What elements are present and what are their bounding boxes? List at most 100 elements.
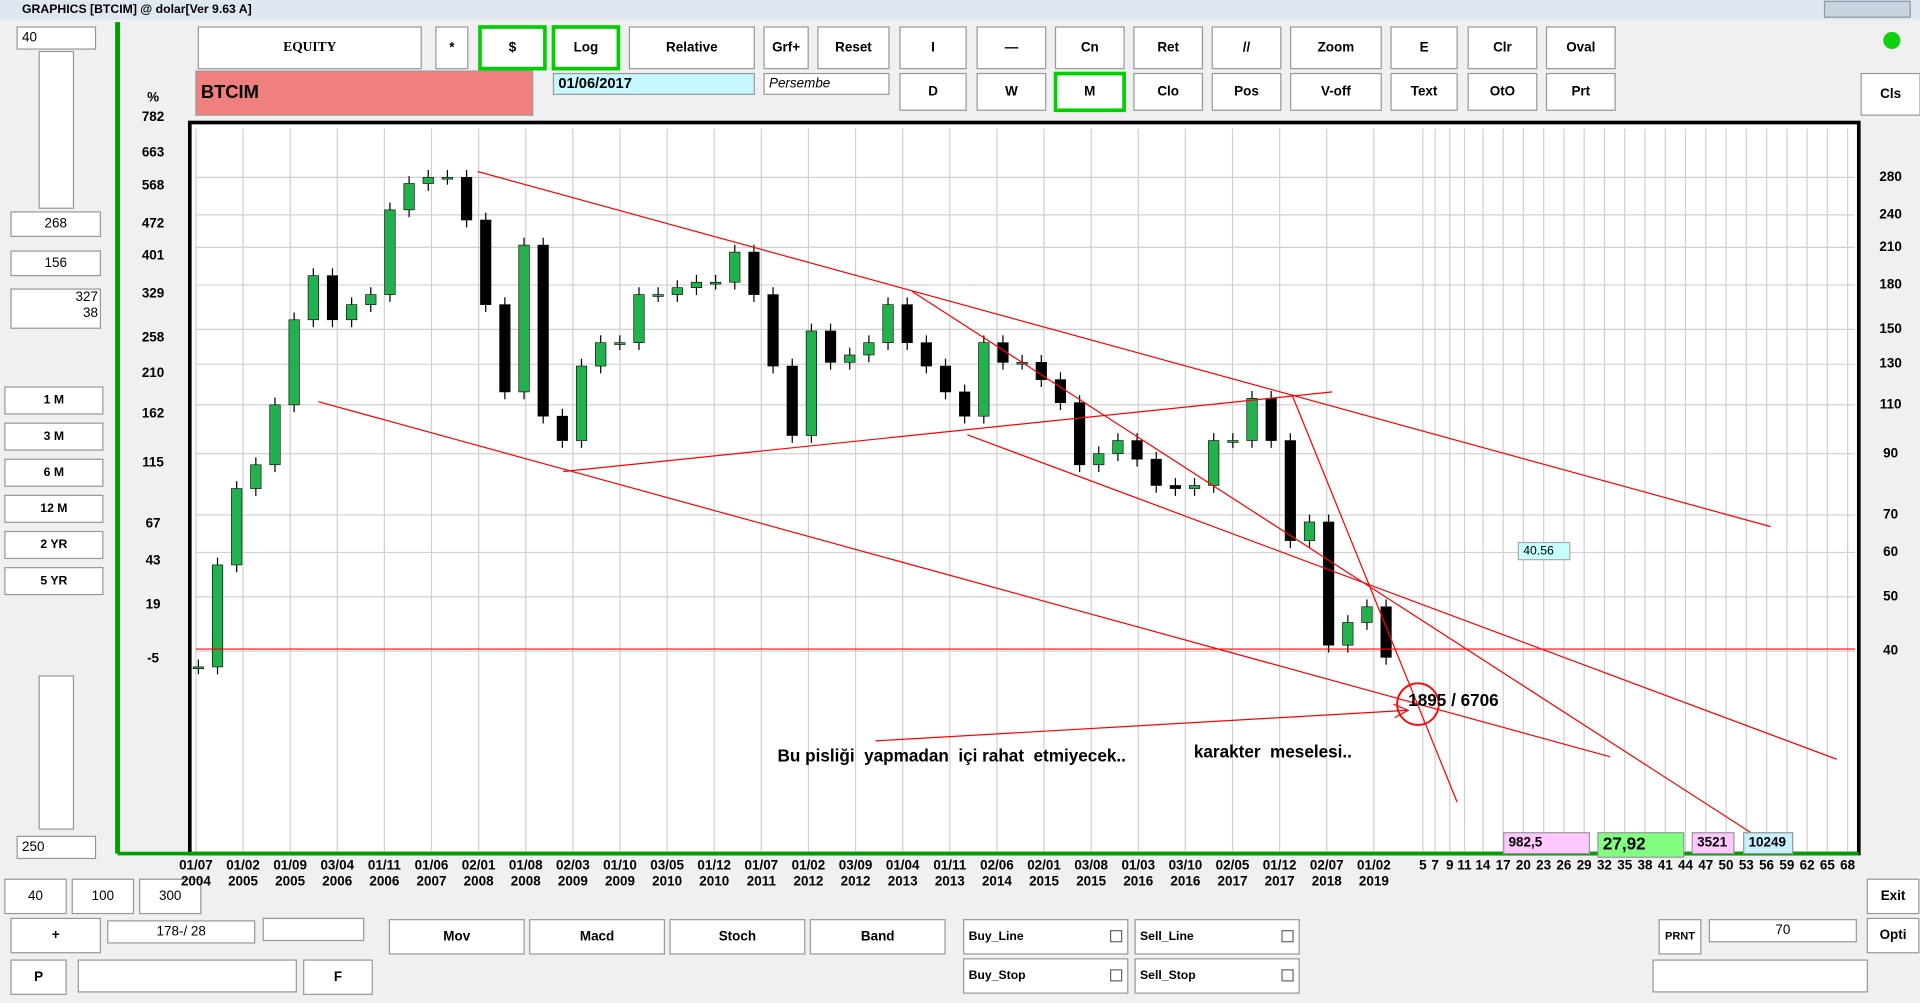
checkbox-box[interactable]	[1281, 930, 1294, 943]
button[interactable]	[809, 919, 946, 955]
scrollbar[interactable]	[1652, 959, 1868, 993]
x-tick-label: 03/04	[320, 857, 354, 872]
button[interactable]	[1133, 72, 1204, 111]
value-box	[1708, 919, 1857, 943]
x-tick-label: 9	[1446, 857, 1453, 872]
button[interactable]	[1211, 26, 1282, 70]
button[interactable]	[197, 26, 422, 70]
left-axis-label: 663	[142, 145, 164, 160]
input-label: 250	[22, 839, 44, 854]
x-tick-label: 01/12	[697, 857, 731, 872]
checkbox-box[interactable]	[1110, 930, 1123, 943]
button[interactable]	[4, 567, 104, 596]
button[interactable]	[1290, 26, 1382, 70]
x-tick-label: 68	[1840, 857, 1855, 872]
button[interactable]	[817, 26, 890, 70]
checkbox[interactable]	[963, 919, 1129, 955]
input[interactable]	[16, 26, 97, 50]
status-box-label: 27,92	[1603, 834, 1646, 854]
candle	[978, 342, 990, 417]
button-label: Opti	[1880, 927, 1907, 942]
button[interactable]	[4, 530, 104, 560]
button[interactable]	[10, 917, 102, 954]
button[interactable]	[628, 26, 755, 70]
left-axis-label: -5	[147, 650, 159, 665]
checkbox-box[interactable]	[1110, 969, 1123, 982]
button[interactable]	[1133, 26, 1204, 70]
button[interactable]	[1860, 72, 1920, 116]
button[interactable]	[10, 959, 67, 995]
button-label: Prt	[1571, 83, 1590, 98]
button[interactable]	[1390, 26, 1458, 70]
button[interactable]	[1467, 72, 1538, 111]
button[interactable]	[4, 458, 104, 487]
chart-frame	[187, 120, 1861, 856]
x-tick-label: 2018	[1312, 873, 1342, 888]
button[interactable]	[763, 26, 809, 70]
button[interactable]	[529, 919, 666, 955]
checkbox-box[interactable]	[1281, 969, 1294, 982]
input-label: 40	[22, 30, 37, 45]
button-label: Stoch	[719, 928, 756, 943]
x-tick-label: 2014	[982, 873, 1012, 888]
x-tick-label: 02/03	[556, 857, 590, 872]
arrow-head	[1393, 703, 1410, 719]
button[interactable]	[1211, 72, 1282, 111]
checkbox[interactable]	[1134, 919, 1300, 955]
button[interactable]	[303, 959, 373, 995]
button[interactable]	[899, 26, 967, 70]
x-tick-label: 62	[1800, 857, 1815, 872]
button-label: E	[1420, 39, 1429, 54]
candle	[767, 294, 779, 367]
button[interactable]	[551, 25, 621, 71]
candle	[1361, 606, 1373, 623]
button[interactable]	[1467, 26, 1538, 70]
scrollbar[interactable]	[77, 959, 297, 993]
button[interactable]	[4, 878, 67, 915]
checkbox[interactable]	[963, 958, 1129, 994]
window-controls[interactable]	[1823, 0, 1911, 18]
y-tick-label: 90	[1883, 445, 1898, 460]
scrollbar[interactable]	[38, 675, 75, 830]
button[interactable]	[1866, 917, 1920, 954]
checkbox[interactable]	[1134, 958, 1300, 994]
button[interactable]	[4, 386, 104, 415]
button[interactable]	[478, 25, 547, 71]
x-tick-label: 2017	[1265, 873, 1295, 888]
button[interactable]	[71, 878, 135, 915]
button-label: W	[1005, 83, 1018, 98]
candle	[1169, 485, 1181, 489]
candle	[1112, 440, 1124, 455]
button[interactable]	[388, 919, 525, 955]
button[interactable]	[1545, 26, 1616, 70]
scrollbar[interactable]	[262, 917, 365, 942]
button[interactable]	[1054, 26, 1125, 70]
y-tick-label: 50	[1883, 588, 1898, 603]
candle	[192, 666, 204, 670]
input[interactable]	[16, 835, 97, 860]
button[interactable]	[669, 919, 806, 955]
button[interactable]	[1866, 878, 1920, 915]
button[interactable]	[1545, 72, 1616, 111]
value-box	[10, 288, 102, 329]
x-tick-label: 01/11	[933, 857, 966, 872]
scrollbar[interactable]	[38, 50, 75, 209]
button[interactable]	[976, 72, 1047, 111]
left-axis-label: 258	[142, 330, 165, 345]
button[interactable]	[1053, 71, 1126, 113]
button[interactable]	[976, 26, 1047, 70]
button[interactable]	[4, 494, 104, 523]
y-tick-label: 60	[1883, 544, 1898, 559]
button[interactable]	[435, 26, 469, 70]
button[interactable]	[1658, 919, 1702, 955]
button[interactable]	[899, 72, 967, 111]
button[interactable]	[4, 422, 104, 451]
candle	[748, 251, 760, 295]
symbol-box-label: BTCIM	[201, 81, 259, 102]
button[interactable]	[138, 878, 202, 915]
x-tick-label: 38	[1637, 857, 1652, 872]
button[interactable]	[1390, 72, 1458, 111]
button[interactable]	[1290, 72, 1382, 111]
left-axis-label: 19	[146, 597, 161, 612]
x-tick-label: 11	[1457, 857, 1472, 872]
